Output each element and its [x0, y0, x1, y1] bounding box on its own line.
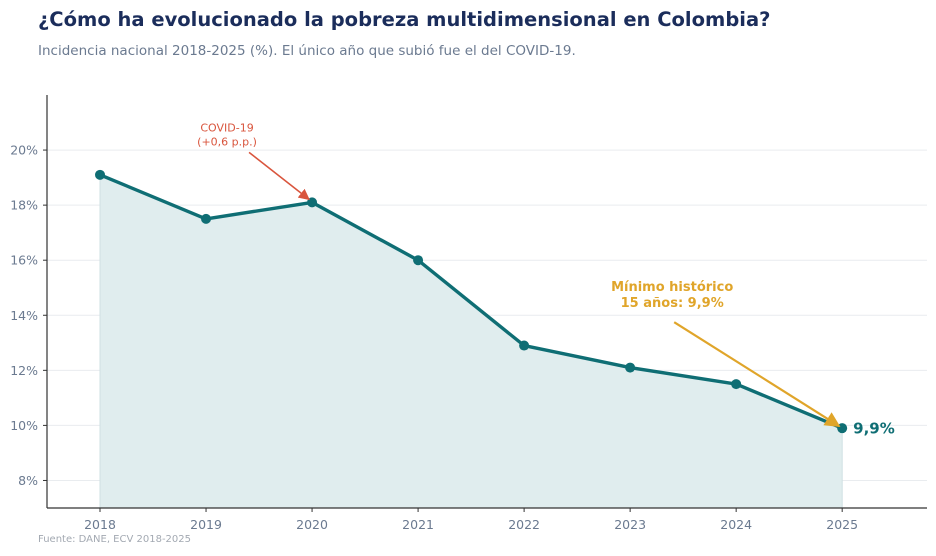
x-tick-label: 2021 — [402, 517, 434, 532]
y-tick-label: 16% — [10, 253, 38, 268]
source-note: Fuente: DANE, ECV 2018-2025 — [38, 534, 192, 545]
x-tick-label: 2020 — [296, 517, 328, 532]
x-tick-label: 2022 — [508, 517, 540, 532]
data-point — [201, 213, 212, 224]
x-tick-label: 2025 — [826, 517, 858, 532]
covid-annotation-text: COVID-19 — [200, 121, 253, 134]
x-tick-label: 2023 — [614, 517, 646, 532]
y-tick-label: 8% — [18, 473, 38, 488]
covid-annotation-text: (+0,6 p.p.) — [197, 135, 257, 148]
axes — [46, 95, 927, 509]
chart-title: ¿Cómo ha evolucionado la pobreza multidi… — [38, 8, 771, 31]
covid-arrow — [248, 151, 310, 201]
y-tick-label: 10% — [10, 418, 38, 433]
end-value-label: 9,9% — [853, 420, 895, 438]
x-tick-label: 2019 — [190, 517, 222, 532]
x-tick-label: 2018 — [84, 517, 116, 532]
minimum-arrow — [673, 321, 841, 428]
y-tick-label: 18% — [10, 198, 38, 213]
data-point — [95, 169, 106, 180]
tick-labels: 8% 10% 12% 14% 16% 18% 20% 2018 2019 2020 2021 2022… — [10, 143, 858, 532]
data-points — [95, 169, 848, 434]
chart-subtitle: Incidencia nacional 2018-2025 (%). El ún… — [38, 43, 576, 59]
data-point — [731, 379, 742, 390]
y-tick-label: 14% — [10, 308, 38, 323]
y-tick-label: 12% — [10, 363, 38, 378]
minimum-annotation-text: Mínimo histórico — [611, 280, 733, 295]
series-line — [98, 173, 844, 430]
data-point — [625, 362, 636, 373]
data-point — [413, 255, 424, 266]
y-tick-label: 20% — [10, 143, 38, 158]
area-fill — [99, 174, 843, 509]
minimum-annotation-text: 15 años: 9,9% — [621, 296, 724, 311]
data-point — [519, 340, 530, 351]
x-tick-label: 2024 — [720, 517, 752, 532]
